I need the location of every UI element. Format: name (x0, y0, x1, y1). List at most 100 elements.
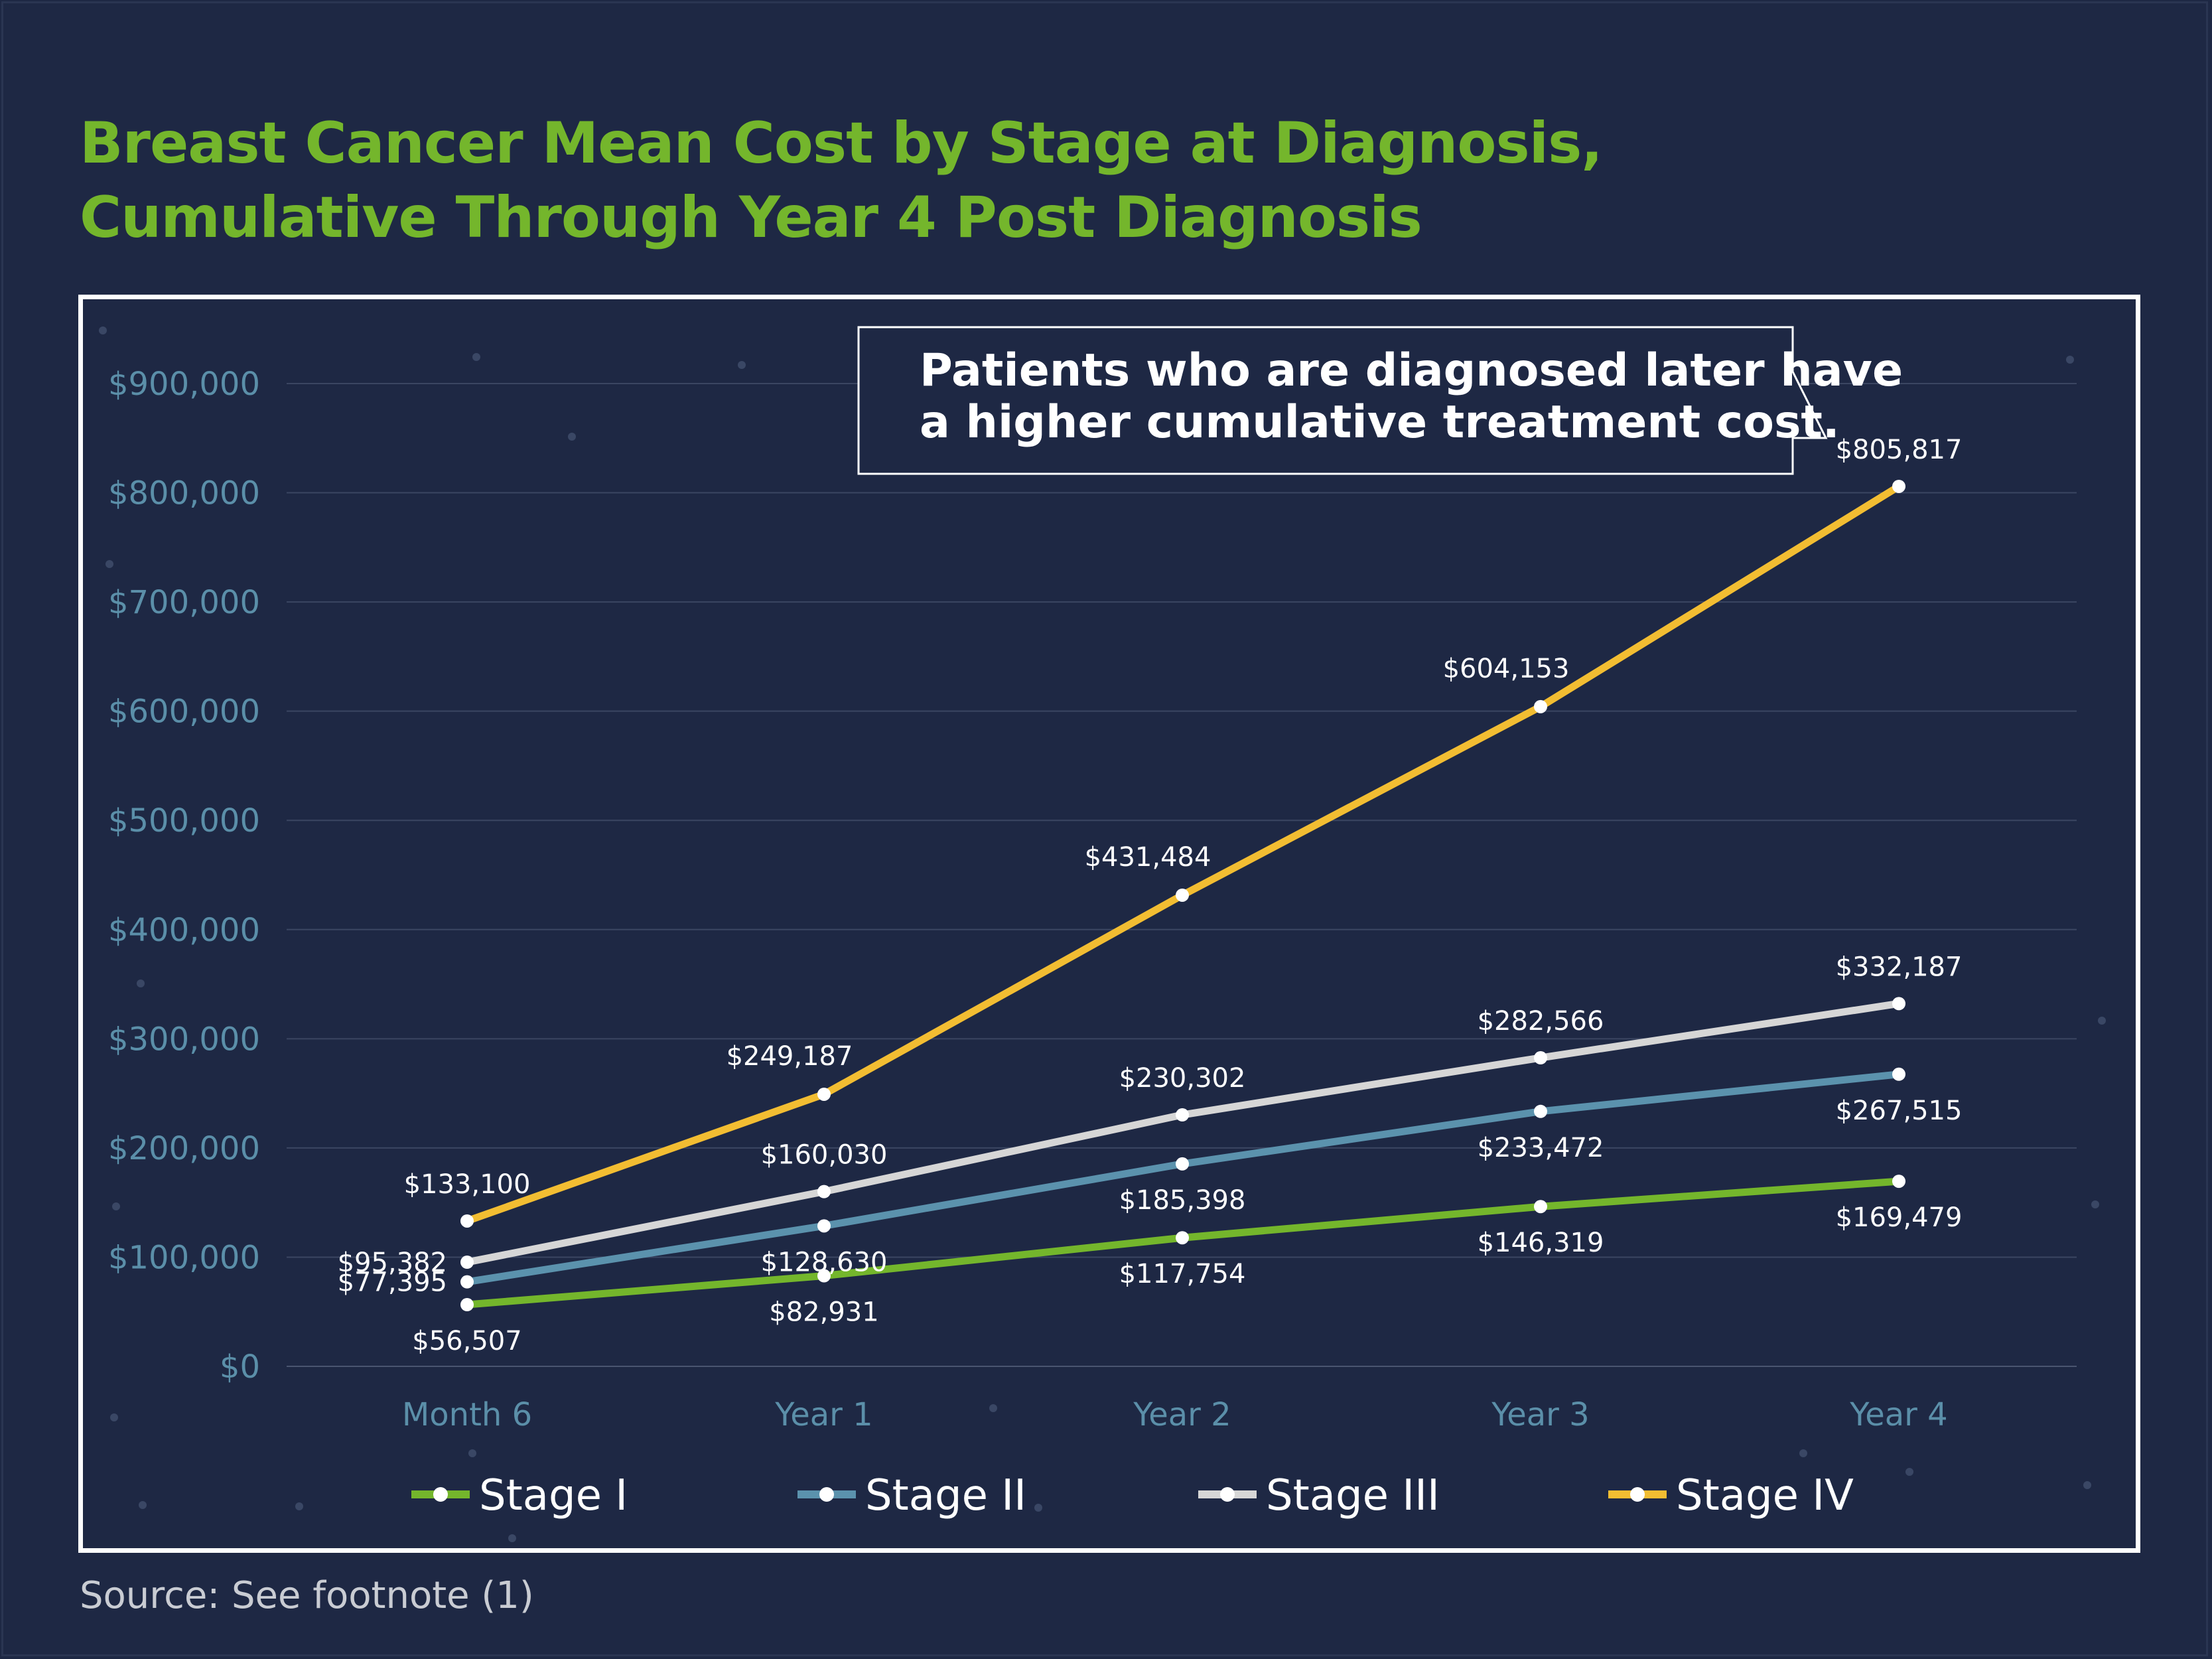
x-axis-ticks: Month 6 Year 1 Year 2 Year 3 Year 4 (402, 1396, 1948, 1433)
star-dot-8 (105, 560, 113, 568)
point-stage-iii-0 (460, 1256, 474, 1269)
star-dot-18 (139, 1501, 147, 1509)
data-label-stage-iii-0: $95,382 (338, 1248, 447, 1278)
data-label-stage-iv-4: $805,817 (1836, 435, 1963, 465)
point-stage-i-0 (460, 1298, 474, 1312)
legend-label-stage-iii: Stage III (1266, 1471, 1440, 1520)
star-dot-17 (295, 1502, 303, 1510)
y-tick-label-3: $300,000 (108, 1021, 260, 1058)
chart-title-line-2: Cumulative Through Year 4 Post Diagnosis (80, 184, 1422, 251)
star-dot-20 (2083, 1481, 2091, 1489)
y-tick-label-2: $200,000 (108, 1130, 260, 1167)
y-tick-label-4: $400,000 (108, 912, 260, 949)
legend-label-stage-ii: Stage II (865, 1471, 1026, 1520)
data-label-stage-iv-0: $133,100 (404, 1169, 531, 1200)
series-points (460, 479, 1905, 1312)
point-stage-iii-3 (1534, 1051, 1547, 1065)
data-label-stage-iii-1: $160,030 (761, 1140, 888, 1171)
star-dot-9 (137, 979, 145, 987)
point-stage-ii-3 (1534, 1104, 1547, 1118)
callout-line-1: Patients who are diagnosed later have (920, 344, 1903, 397)
point-stage-iii-2 (1176, 1108, 1189, 1122)
star-dot-10 (2098, 1017, 2106, 1025)
point-stage-iv-4 (1892, 479, 1905, 493)
data-label-stage-i-2: $117,754 (1119, 1259, 1246, 1289)
data-label-stage-ii-3: $233,472 (1478, 1133, 1604, 1163)
callout-box (857, 326, 1828, 475)
star-dot-13 (110, 1413, 118, 1421)
y-tick-label-5: $500,000 (108, 802, 260, 839)
star-dot-11 (112, 1202, 120, 1210)
star-dot-15 (989, 1404, 997, 1412)
y-tick-label-8: $800,000 (108, 475, 260, 512)
data-label-stage-iv-1: $249,187 (726, 1041, 853, 1072)
star-dot-19 (1034, 1504, 1042, 1512)
y-tick-label-0: $0 (220, 1348, 260, 1386)
star-dot-21 (508, 1534, 516, 1542)
point-stage-i-3 (1534, 1200, 1547, 1214)
x-tick-label-2: Year 2 (1133, 1396, 1231, 1433)
gridlines (287, 383, 2077, 1367)
star-dot-0 (99, 326, 107, 334)
legend-label-stage-i: Stage I (479, 1471, 628, 1520)
legend: Stage I Stage II Stage III Stage IV (411, 1471, 1854, 1520)
data-label-stage-iii-2: $230,302 (1119, 1063, 1246, 1094)
y-tick-label-9: $900,000 (108, 366, 260, 403)
data-label-stage-iii-3: $282,566 (1478, 1006, 1604, 1037)
data-label-stage-i-4: $169,479 (1836, 1202, 1963, 1233)
data-label-stage-iv-3: $604,153 (1443, 654, 1570, 684)
point-stage-iii-4 (1892, 997, 1905, 1011)
data-label-stage-i-0: $56,507 (412, 1326, 521, 1356)
chart-title-line-1: Breast Cancer Mean Cost by Stage at Diag… (80, 110, 1603, 177)
y-axis-ticks: $0 $100,000 $200,000 $300,000 $400,000 $500,0… (108, 366, 260, 1386)
chart-title: Breast Cancer Mean Cost by Stage at Diag… (80, 106, 1805, 255)
background-stars (99, 326, 2106, 1542)
data-label-stage-ii-1: $128,630 (761, 1247, 888, 1277)
point-stage-i-1 (817, 1269, 831, 1283)
star-dot-22 (1799, 1449, 1807, 1457)
y-tick-label-7: $700,000 (108, 584, 260, 621)
star-dot-12 (2091, 1200, 2099, 1208)
data-label-stage-i-3: $146,319 (1478, 1228, 1604, 1258)
data-label-stage-i-1: $82,931 (769, 1297, 878, 1328)
legend-marker-stage-i (433, 1487, 448, 1502)
point-stage-i-2 (1176, 1231, 1189, 1245)
point-stage-iv-1 (817, 1087, 831, 1101)
point-stage-ii-4 (1892, 1067, 1905, 1081)
data-label-stage-ii-2: $185,398 (1119, 1185, 1246, 1216)
point-stage-iv-3 (1534, 699, 1547, 713)
x-tick-label-3: Year 3 (1491, 1396, 1589, 1433)
star-dot-1 (472, 353, 480, 361)
star-dot-3 (738, 361, 746, 369)
callout-text: Patients who are diagnosed later have a … (920, 344, 1903, 449)
point-stage-iv-0 (460, 1214, 474, 1228)
star-dot-16 (1905, 1468, 1913, 1476)
star-dot-7 (2066, 356, 2074, 364)
point-stage-i-4 (1892, 1175, 1905, 1189)
callout-line-2: a higher cumulative treatment cost. (920, 396, 1840, 449)
y-tick-label-1: $100,000 (108, 1239, 260, 1276)
point-stage-ii-1 (817, 1219, 831, 1233)
legend-marker-stage-ii (819, 1487, 834, 1502)
x-tick-label-4: Year 4 (1849, 1396, 1947, 1433)
data-label-stage-ii-4: $267,515 (1836, 1096, 1963, 1126)
series-line-stage-ii (463, 1070, 1903, 1286)
data-labels: $56,507 $82,931 $117,754 $146,319 $169,479 $7… (338, 435, 1963, 1356)
star-dot-14 (468, 1449, 476, 1457)
source-note: Source: See footnote (1) (80, 1574, 534, 1617)
series-line-stage-iii (463, 999, 1903, 1266)
point-stage-ii-2 (1176, 1157, 1189, 1171)
chart-frame (78, 295, 2140, 1553)
point-stage-iv-2 (1176, 888, 1189, 902)
data-label-stage-ii-0: $77,395 (338, 1267, 447, 1298)
legend-marker-stage-iii (1220, 1487, 1235, 1502)
point-stage-ii-0 (460, 1275, 474, 1289)
star-dot-2 (568, 433, 576, 441)
x-tick-label-0: Month 6 (402, 1396, 532, 1433)
point-stage-iii-1 (817, 1185, 831, 1198)
y-tick-label-6: $600,000 (108, 693, 260, 731)
legend-label-stage-iv: Stage IV (1676, 1471, 1854, 1520)
legend-marker-stage-iv (1630, 1487, 1645, 1502)
